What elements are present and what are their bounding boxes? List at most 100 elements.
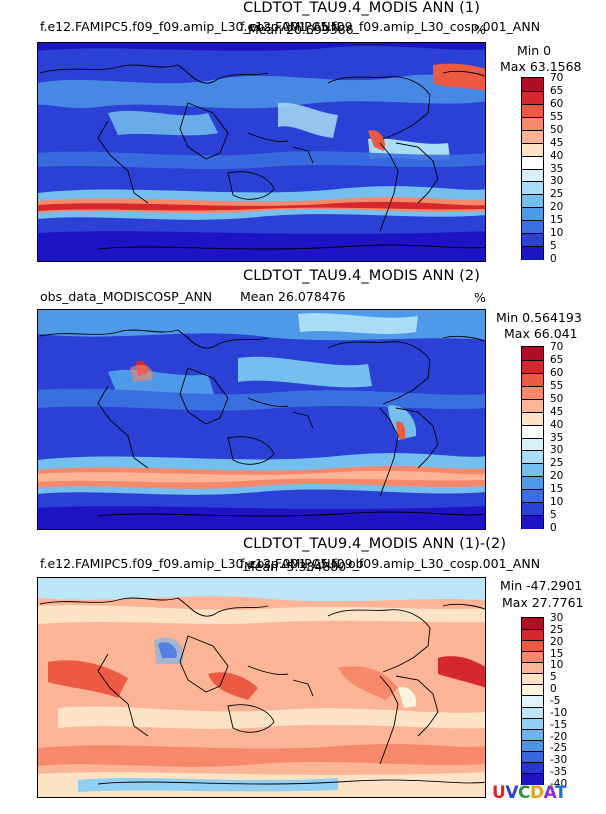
- colorbar-segment: [522, 103, 543, 118]
- colorbar-segment: [522, 515, 543, 529]
- colorbar-tick-label: 45: [550, 136, 564, 149]
- panel2-mean: Mean 26.078476: [240, 289, 346, 304]
- logo-letter: T: [554, 783, 567, 803]
- colorbar-tick-label: 15: [550, 647, 564, 660]
- panel2-title: CLDTOT_TAU9.4_MODIS ANN (2): [243, 268, 480, 284]
- colorbar-tick-label: 30: [550, 444, 564, 457]
- colorbar-tick-label: 70: [550, 341, 564, 353]
- colorbar-tick-label: -15: [550, 718, 568, 731]
- uvcdat-logo: UVCDAT: [492, 783, 567, 803]
- colorbar-tick-label: 35: [550, 162, 564, 175]
- panel1-title: CLDTOT_TAU9.4_MODIS ANN (1): [243, 0, 480, 16]
- colorbar-segment: [522, 728, 543, 741]
- logo-letter: C: [517, 783, 530, 803]
- colorbar-segment: [522, 116, 543, 131]
- colorbar-segment: [522, 142, 543, 157]
- panel3-title: CLDTOT_TAU9.4_MODIS ANN (1)-(2): [243, 536, 507, 552]
- colorbar-tick-label: 50: [550, 123, 564, 136]
- colorbar-tick-label: 15: [550, 214, 564, 227]
- colorbar-tick-label: 40: [550, 149, 564, 162]
- colorbar-segment: [522, 618, 543, 631]
- colorbar-segment: [522, 372, 543, 387]
- panel2-max: Max 66.041: [504, 326, 578, 341]
- colorbar-tick-label: 65: [550, 353, 564, 366]
- colorbar-segment: [522, 640, 543, 653]
- colorbar-segment: [522, 489, 543, 504]
- panel1-map: [37, 42, 486, 262]
- colorbar-segment: [522, 424, 543, 439]
- colorbar-segment: [522, 90, 543, 105]
- colorbar-segment: [522, 706, 543, 719]
- colorbar-tick-label: 50: [550, 392, 564, 405]
- colorbar-tick-label: 5: [550, 671, 557, 684]
- colorbar-tick-label: 0: [550, 522, 557, 534]
- colorbar-tick-label: 60: [550, 97, 564, 110]
- colorbar-segment: [522, 78, 543, 92]
- panel1-units: %: [474, 22, 486, 37]
- logo-letter: U: [492, 783, 506, 803]
- panel3-map: [37, 577, 486, 798]
- colorbar-tick-label: 25: [550, 188, 564, 201]
- panel1-case-label-overlap: f.e12.FAMIPC5.f09_f09.amip_L30_cosp.001_…: [240, 19, 541, 34]
- colorbar-segment: [522, 761, 543, 774]
- panel2-colorbar: [521, 346, 544, 529]
- colorbar-segment: [522, 463, 543, 478]
- colorbar-segment: [522, 220, 543, 235]
- colorbar-tick-label: 10: [550, 227, 564, 240]
- colorbar-tick-label: 60: [550, 366, 564, 379]
- panel1-max: Max 63.1568: [500, 59, 582, 74]
- colorbar-segment: [522, 233, 543, 248]
- colorbar-tick-label: 5: [550, 240, 557, 253]
- colorbar-tick-label: 15: [550, 483, 564, 496]
- colorbar-tick-label: -5: [550, 695, 561, 707]
- colorbar-segment: [522, 398, 543, 413]
- colorbar-segment: [522, 684, 543, 697]
- panel3-case-label: f.e12.FAMIPC5.f09_f09.amip_L30_cosp.001_…: [40, 556, 364, 571]
- colorbar-segment: [522, 750, 543, 763]
- colorbar-segment: [522, 437, 543, 452]
- colorbar-tick-label: -35: [550, 766, 568, 779]
- colorbar-tick-label: 20: [550, 470, 564, 483]
- colorbar-tick-label: 20: [550, 201, 564, 214]
- colorbar-segment: [522, 207, 543, 222]
- logo-letter: V: [505, 783, 518, 803]
- colorbar-segment: [522, 673, 543, 686]
- colorbar-segment: [522, 129, 543, 144]
- colorbar-tick-label: 25: [550, 623, 564, 636]
- colorbar-segment: [522, 168, 543, 183]
- panel3-case-label-overlap: f.e12.FAMIPC5.f09_f09.amip_L30_cosp.001_…: [240, 556, 541, 571]
- colorbar-segment: [522, 450, 543, 465]
- colorbar-segment: [522, 651, 543, 664]
- panel1-min: Min 0: [517, 43, 552, 58]
- colorbar-segment: [522, 385, 543, 400]
- panel1-case-label: f.e12.FAMIPC5.f09_f09.amip_L30_cosp.001_…: [40, 19, 341, 34]
- colorbar-tick-label: -25: [550, 742, 568, 755]
- colorbar-tick-label: 0: [550, 683, 557, 696]
- panel1-mean: Mean 20.699386: [248, 22, 354, 37]
- colorbar-segment: [522, 717, 543, 730]
- colorbar-tick-label: -30: [550, 754, 568, 767]
- colorbar-tick-label: 55: [550, 110, 564, 123]
- panel3-max: Max 27.7761: [502, 595, 584, 610]
- colorbar-tick-label: 55: [550, 379, 564, 392]
- colorbar-tick-label: 5: [550, 509, 557, 522]
- colorbar-tick-label: -10: [550, 706, 568, 719]
- colorbar-tick-label: 25: [550, 457, 564, 470]
- panel1-colorbar: [521, 77, 544, 260]
- panel2-units: %: [474, 290, 486, 305]
- colorbar-tick-label: -20: [550, 730, 568, 743]
- colorbar-segment: [522, 347, 543, 361]
- panel2-map: [37, 309, 486, 530]
- colorbar-segment: [522, 695, 543, 708]
- panel2-min: Min 0.564193: [496, 310, 582, 325]
- colorbar-segment: [522, 155, 543, 170]
- logo-letter: A: [543, 783, 556, 803]
- colorbar-tick-label: 20: [550, 635, 564, 648]
- colorbar-tick-label: 0: [550, 253, 557, 265]
- panel3-min: Min -47.2901: [500, 578, 583, 593]
- colorbar-segment: [522, 739, 543, 752]
- colorbar-tick-label: 45: [550, 405, 564, 418]
- panel2-case-label: obs_data_MODISCOSP_ANN: [40, 289, 213, 304]
- panel3-mean: Mean -5.384880: [244, 559, 347, 574]
- colorbar-tick-label: 40: [550, 418, 564, 431]
